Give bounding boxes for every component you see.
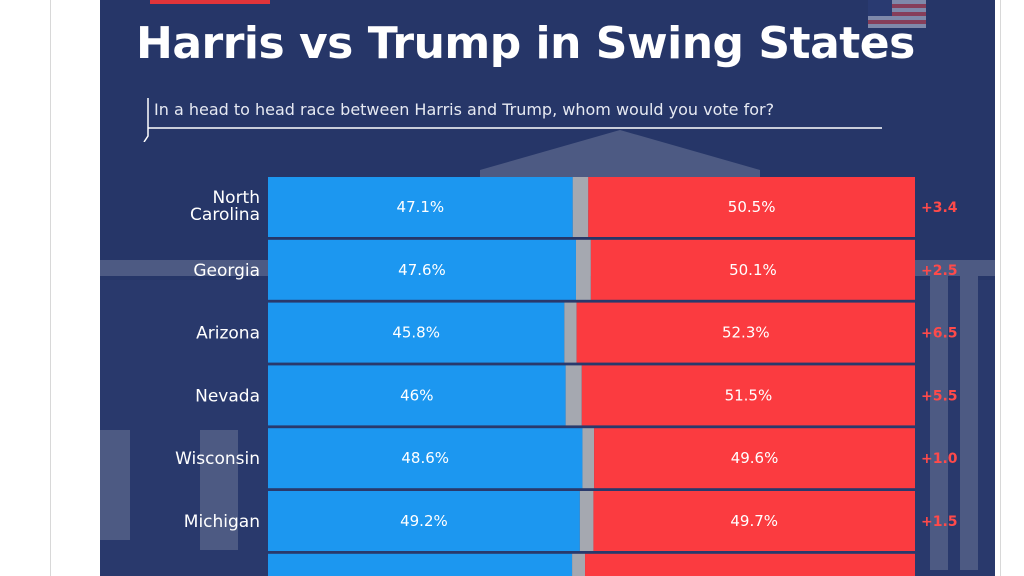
partial-next-trump-bar bbox=[585, 553, 915, 576]
undecided-bar bbox=[575, 239, 591, 300]
state-label: Michigan bbox=[184, 512, 260, 532]
state-label: Wisconsin bbox=[175, 449, 260, 469]
trump-bar bbox=[581, 365, 915, 426]
trump-margin-label: +3.4 bbox=[921, 200, 958, 216]
undecided-bar bbox=[565, 365, 582, 426]
trump-bar bbox=[590, 239, 915, 300]
harris-bar bbox=[268, 177, 573, 237]
harris-bar bbox=[268, 302, 565, 363]
undecided-bar bbox=[579, 491, 594, 551]
trump-bar bbox=[594, 428, 915, 489]
trump-percent-label: 50.1% bbox=[729, 261, 777, 279]
harris-bar bbox=[268, 365, 566, 426]
trump-margin-label: +6.5 bbox=[921, 326, 958, 342]
trump-margin-label: +5.5 bbox=[921, 388, 958, 404]
harris-bar bbox=[268, 239, 576, 300]
harris-bar bbox=[268, 491, 580, 551]
harris-percent-label: 46% bbox=[400, 386, 433, 404]
question-text: In a head to head race between Harris an… bbox=[154, 100, 775, 119]
harris-percent-label: 49.2% bbox=[400, 512, 448, 530]
trump-percent-label: 50.5% bbox=[728, 198, 776, 216]
page-right-divider bbox=[1000, 0, 1001, 576]
trump-percent-label: 51.5% bbox=[725, 386, 773, 404]
trump-margin-label: +2.5 bbox=[921, 263, 958, 279]
undecided-bar bbox=[564, 302, 577, 363]
harris-percent-label: 47.6% bbox=[398, 261, 446, 279]
title-accent-strip bbox=[150, 0, 270, 4]
trump-percent-label: 49.6% bbox=[731, 449, 779, 467]
us-flag-icon bbox=[868, 0, 926, 28]
trump-margin-label: +1.0 bbox=[921, 451, 958, 467]
trump-margin-label: +1.5 bbox=[921, 514, 958, 530]
state-label: North bbox=[212, 188, 260, 208]
trump-bar bbox=[588, 177, 915, 237]
trump-percent-label: 52.3% bbox=[722, 324, 770, 342]
infographic-poster: Harris vs Trump in Swing States In a hea… bbox=[100, 0, 995, 576]
chart-title: Harris vs Trump in Swing States bbox=[136, 18, 915, 69]
harris-bar bbox=[268, 428, 583, 489]
question-bracket bbox=[143, 98, 882, 143]
state-label: Georgia bbox=[193, 261, 260, 281]
state-label: Arizona bbox=[196, 324, 260, 344]
harris-percent-label: 47.1% bbox=[397, 198, 445, 216]
harris-percent-label: 48.6% bbox=[401, 449, 449, 467]
trump-bar bbox=[576, 302, 915, 363]
question-callout: In a head to head race between Harris an… bbox=[140, 94, 890, 143]
undecided-bar bbox=[572, 177, 589, 237]
page-left-divider bbox=[50, 0, 51, 576]
trump-bar bbox=[593, 491, 915, 551]
state-label: Nevada bbox=[195, 386, 260, 406]
state-label: Carolina bbox=[190, 205, 260, 225]
undecided-bar bbox=[582, 428, 595, 489]
partial-next-harris-bar bbox=[268, 553, 573, 576]
partial-next-undecided-bar bbox=[572, 553, 586, 576]
harris-percent-label: 45.8% bbox=[392, 324, 440, 342]
trump-percent-label: 49.7% bbox=[730, 512, 778, 530]
